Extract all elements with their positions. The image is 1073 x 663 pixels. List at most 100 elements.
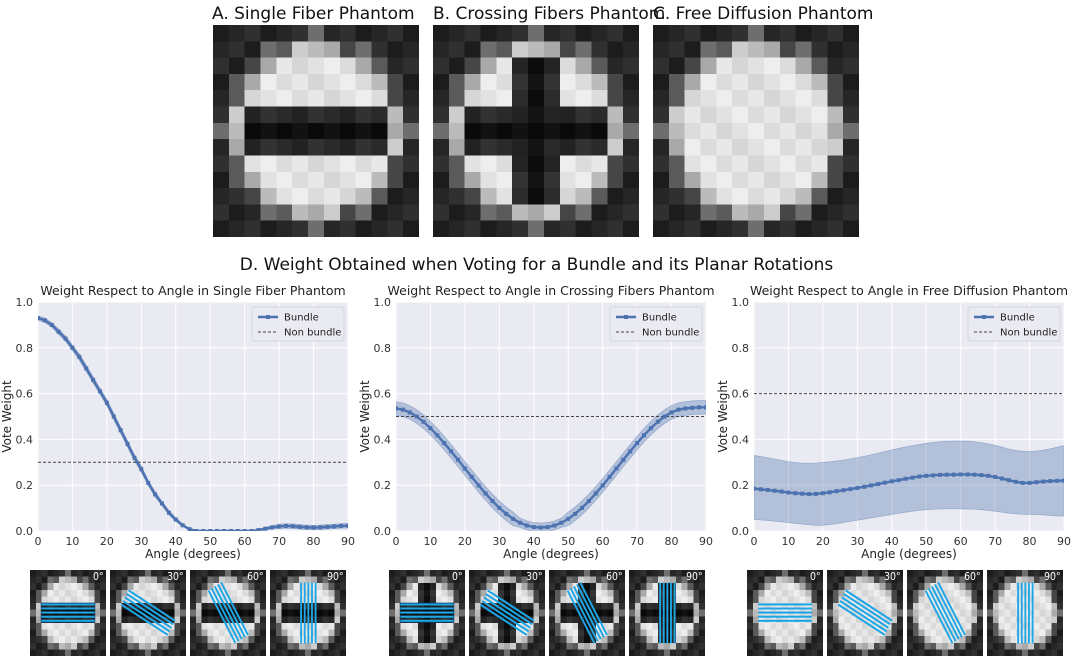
thumbnail-pixel [168, 576, 175, 584]
phantom-pixel [811, 204, 828, 222]
thumbnail-pixel [856, 649, 863, 656]
thumbnail-pixel [389, 603, 395, 610]
phantom-pixel [244, 73, 261, 91]
thumbnail-pixel [787, 649, 794, 656]
thumbnail-pixel [613, 616, 620, 624]
bundle-point [931, 473, 936, 478]
thumbnail-pixel [947, 642, 954, 650]
phantom-pixel [213, 25, 230, 42]
thumbnail-pixel [971, 570, 978, 577]
thumbnail-pixel [589, 596, 596, 604]
thumbnail-pixel [681, 636, 688, 643]
thumbnail-pixel [942, 570, 949, 577]
thumbnail-pixel [100, 576, 106, 584]
thumbnail-pixel [844, 629, 851, 637]
thumbnail-pixel [560, 570, 567, 577]
phantom-pixel [607, 106, 624, 124]
thumbnail-pixel [987, 616, 993, 624]
thumbnail-pixel [634, 589, 641, 597]
thumbnail-pixel [486, 616, 493, 624]
thumbnail-pixel [595, 649, 602, 656]
legend-bundle-label: Bundle [284, 313, 319, 324]
phantom-pixel [811, 171, 828, 189]
thumbnail-pixel [856, 576, 863, 584]
thumbnail-pixel [971, 622, 978, 630]
thumbnail-pixel [1039, 583, 1046, 590]
thumbnail-pixel [652, 583, 659, 590]
thumbnail-pixel [998, 642, 1005, 650]
thumbnail-pixel [254, 636, 261, 643]
phantom-pixel [213, 204, 230, 222]
thumbnail-pixel [429, 603, 436, 610]
thumbnail-pixel [340, 583, 346, 590]
thumbnail-pixel [150, 609, 157, 617]
phantom-pixel [795, 204, 812, 222]
thumbnail-pixel [936, 576, 943, 584]
thumbnail-pixel [832, 642, 839, 650]
thumbnail-pixel [747, 649, 753, 656]
thumbnail-pixel [687, 603, 694, 610]
thumbnail-pixel [453, 616, 460, 624]
thumbnail-pixel [560, 576, 567, 584]
thumbnail-pixel [310, 570, 317, 577]
thumbnail-pixel [634, 629, 641, 637]
bundle-point [414, 414, 419, 419]
phantom-pixel [668, 155, 686, 173]
phantom-pixel [355, 139, 372, 156]
thumbnail-pixel [965, 609, 972, 617]
thumbnail-pixel [601, 603, 608, 610]
thumbnail-pixel [873, 636, 880, 643]
bundle-point [972, 472, 977, 477]
thumbnail-pixel [30, 596, 36, 604]
thumbnail-pixel [1039, 642, 1046, 650]
thumbnail-pixel [195, 636, 202, 643]
bundle-line [38, 316, 348, 531]
thumbnail-pixel [693, 570, 700, 577]
thumbnail-pixel [310, 596, 317, 604]
y-tick-label: 0.8 [732, 342, 750, 355]
phantom-pixel [575, 220, 592, 237]
phantom-pixel [591, 220, 608, 237]
phantom-pixel [668, 171, 686, 189]
thumbnail-pixel [328, 570, 335, 577]
thumbnail-pixel [190, 589, 196, 597]
thumbnail-pixel [225, 589, 232, 597]
thumbnail-pixel [971, 649, 978, 656]
phantom-pixel [276, 57, 293, 75]
thumbnail-pixel [281, 636, 288, 643]
phantom-pixel [795, 139, 812, 156]
thumbnail-pixel [699, 642, 705, 650]
thumbnail-pixel [634, 576, 641, 584]
thumbnail-pixel [793, 636, 800, 643]
thumbnail-pixel [805, 629, 812, 637]
thumbnail-pixel [1027, 629, 1034, 637]
phantom-pixel [559, 57, 576, 75]
thumbnail-pixel [1045, 583, 1052, 590]
thumbnail-pixel [987, 603, 993, 610]
phantom-pixel [323, 25, 341, 42]
thumbnail-pixel [213, 622, 220, 630]
thumbnail-pixel [959, 589, 966, 597]
phantom-pixel [339, 25, 356, 42]
thumbnail-pixel [687, 622, 694, 630]
bundle-point [104, 400, 109, 405]
phantom-pixel [464, 139, 481, 156]
y-axis-label: Vote Weight [358, 380, 372, 453]
phantom-pixel [339, 122, 356, 140]
bundle-point [951, 472, 956, 477]
thumbnail-pixel [322, 583, 329, 590]
phantom-pixel [448, 73, 466, 91]
thumbnail-pixel [862, 596, 869, 604]
thumbnail-pixel [201, 649, 208, 656]
thumbnail-pixel [213, 609, 220, 617]
thumbnail-pixel [998, 616, 1005, 624]
thumbnail-pixel [115, 570, 122, 577]
thumbnail-pixel [907, 570, 913, 577]
thumbnail-pixel [1010, 642, 1017, 650]
x-tick-label: 30 [492, 535, 506, 548]
thumbnail-pixel [646, 622, 653, 630]
thumbnail-pixel [619, 583, 625, 590]
thumbnail-pixel [133, 616, 140, 624]
thumbnail-pixel [127, 629, 134, 637]
thumbnail-pixel [260, 570, 266, 577]
